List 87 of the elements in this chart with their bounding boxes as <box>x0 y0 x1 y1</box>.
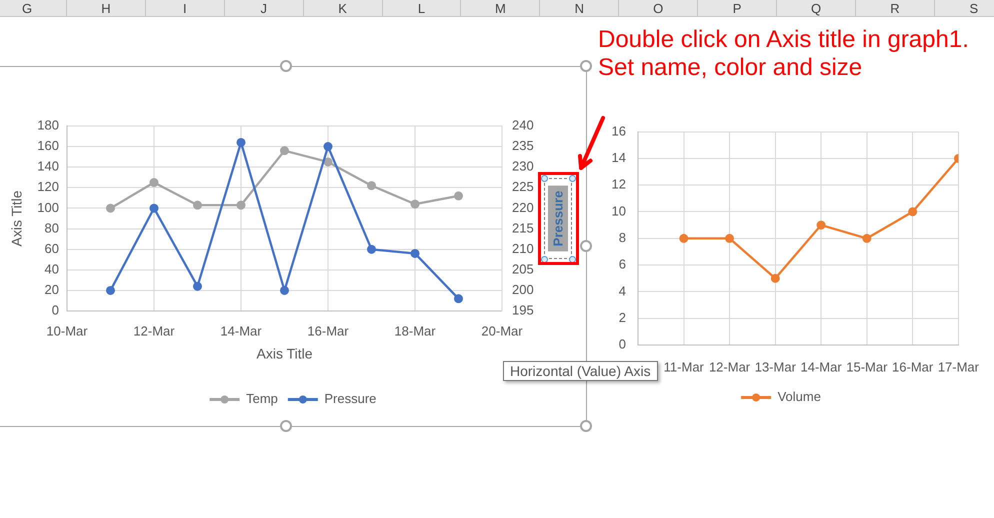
point <box>816 220 826 230</box>
text: N <box>574 0 584 16</box>
point <box>324 142 332 152</box>
y-tick-label: 140 <box>37 158 59 174</box>
text: P <box>732 0 742 16</box>
text: R <box>890 0 900 16</box>
text: O <box>653 0 664 16</box>
x-axis-title: Axis Title <box>256 345 313 362</box>
x-tick-label: 15-Mar <box>846 359 888 374</box>
y2-tick-label: 220 <box>512 200 534 215</box>
y2-axis-title: Pressure <box>550 190 566 246</box>
point <box>324 157 332 166</box>
point <box>367 181 376 190</box>
point <box>410 200 420 209</box>
point <box>193 200 202 210</box>
y-tick-label: 4 <box>618 283 626 298</box>
point <box>106 204 115 213</box>
y-tick-label: 80 <box>44 220 59 236</box>
y2-tick-label: 230 <box>512 158 534 174</box>
point <box>410 248 420 258</box>
y-tick-label: 8 <box>618 230 626 245</box>
point <box>106 286 115 295</box>
x-tick-label: 16-Mar <box>307 323 350 338</box>
y-tick-label: 6 <box>618 256 626 272</box>
point <box>679 234 688 243</box>
point <box>454 191 463 200</box>
point <box>770 274 780 283</box>
x-tick-label: 12-Mar <box>133 323 176 338</box>
text: Q <box>810 0 822 16</box>
y-tick-label: 120 <box>37 179 59 194</box>
x-tick-label: 12-Mar <box>708 359 751 374</box>
x-tick-label: 14-Mar <box>220 323 262 338</box>
y2-tick-label: 235 <box>512 138 534 154</box>
point <box>862 234 872 243</box>
legend-label: Pressure <box>324 391 376 406</box>
y-axis-title: Axis Title <box>8 190 24 247</box>
x-tick-label: 11-Mar <box>664 359 705 374</box>
text: H <box>101 0 111 16</box>
y2-tick-label: 240 <box>512 118 534 133</box>
y2-tick-label: 215 <box>512 220 534 236</box>
legend-label: Temp <box>246 391 278 406</box>
y-tick-label: 180 <box>37 118 59 133</box>
y2-tick-label: 200 <box>512 282 534 298</box>
text: I <box>183 0 187 16</box>
y-tick-label: 100 <box>37 200 59 215</box>
point <box>725 234 734 243</box>
x-tick-label: 14-Mar <box>800 359 842 374</box>
text: S <box>970 0 978 16</box>
point <box>367 244 376 254</box>
y-tick-label: 12 <box>612 176 626 192</box>
text: M <box>495 0 506 16</box>
y-tick-label: 60 <box>44 240 59 256</box>
text: K <box>338 0 347 16</box>
point <box>236 138 246 147</box>
y-tick-label: 16 <box>612 123 626 138</box>
point <box>236 200 246 210</box>
y2-tick-label: 210 <box>512 240 534 256</box>
text: Double click on Axis title in graph1. Set name, color and size <box>598 26 970 82</box>
y-tick-label: 20 <box>44 282 59 298</box>
point <box>150 204 158 213</box>
x-tick-label: 10-Mar <box>46 323 88 338</box>
y2-tick-label: 205 <box>512 261 534 276</box>
y-tick-label: 14 <box>612 150 626 166</box>
y-tick-label: 0 <box>52 302 59 318</box>
point <box>908 207 918 216</box>
text: Horizontal (Value) Axis <box>503 361 658 381</box>
text: G <box>22 0 32 16</box>
point <box>280 286 289 295</box>
x-tick-label: 13-Mar <box>754 359 797 374</box>
y-tick-label: 10 <box>612 203 626 218</box>
text: J <box>260 0 267 16</box>
x-tick-label: 18-Mar <box>394 323 436 338</box>
y-tick-label: 40 <box>44 261 59 276</box>
x-tick-label: 17-Mar <box>938 359 980 374</box>
x-tick-label: 16-Mar <box>892 359 934 374</box>
y2-tick-label: 195 <box>512 302 534 318</box>
legend-label: Volume <box>778 389 821 404</box>
text: L <box>418 0 426 16</box>
point <box>454 294 463 304</box>
point <box>150 178 158 188</box>
y-tick-label: 2 <box>618 310 626 325</box>
y-tick-label: 0 <box>618 336 626 352</box>
x-tick-label: 20-Mar <box>481 323 524 338</box>
y2-tick-label: 225 <box>512 179 534 194</box>
point <box>280 146 289 156</box>
y-tick-label: 160 <box>37 138 59 154</box>
point <box>193 282 202 291</box>
